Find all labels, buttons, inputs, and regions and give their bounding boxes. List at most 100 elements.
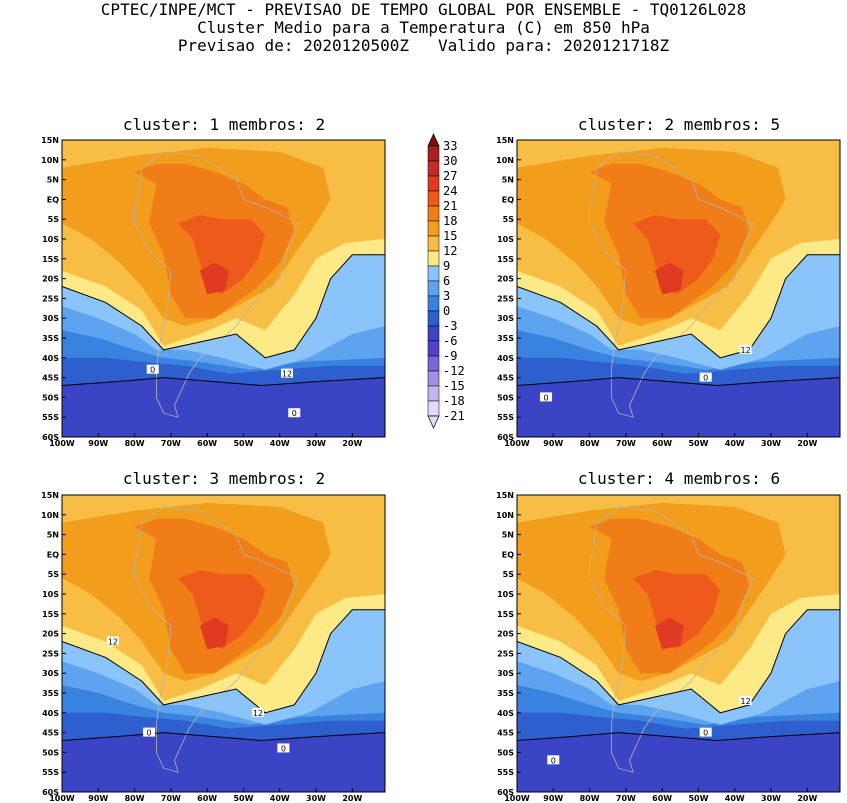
- y-tick-label: 15S: [497, 255, 514, 264]
- contour-label-bg: [106, 636, 119, 646]
- y-tick-label: 30S: [497, 669, 514, 678]
- colorbar-segment: [427, 265, 440, 282]
- y-tick-label: 15N: [496, 491, 514, 500]
- y-tick-label: 30S: [42, 314, 59, 323]
- contour-label: 0: [543, 393, 548, 402]
- contour-label: 0: [703, 729, 708, 738]
- y-tick-label: 45S: [42, 374, 59, 383]
- colorbar-label: -3: [443, 319, 457, 333]
- x-tick-label: 80W: [125, 439, 145, 448]
- y-tick-label: 30S: [497, 314, 514, 323]
- cluster-panel-2: 12 0 0 cluster: 2 membros: 5 15N 10N 5N EQ 5S 10S…: [496, 115, 841, 448]
- x-tick-label: 90W: [543, 439, 563, 448]
- contour-label: 12: [108, 638, 118, 647]
- y-tick-label: 40S: [42, 709, 59, 718]
- y-tick-label: 35S: [497, 689, 514, 698]
- y-tick-label: 40S: [42, 354, 59, 363]
- contour-label: 12: [282, 370, 292, 379]
- colorbar-segment: [427, 175, 440, 192]
- x-tick-label: 50W: [233, 794, 253, 803]
- x-tick-label: 100W: [504, 439, 530, 448]
- isotherm-12: [517, 254, 840, 359]
- y-tick-label: 30S: [42, 669, 59, 678]
- filled-contours: [517, 140, 840, 437]
- y-tick-label: EQ: [502, 550, 514, 559]
- y-tick-label: 15S: [497, 610, 514, 619]
- y-tick-label: 25S: [497, 649, 514, 658]
- colorbar-segment: [427, 310, 440, 327]
- x-tick-label: 30W: [306, 794, 326, 803]
- temp-band-9: [178, 215, 266, 295]
- y-tick-label: 35S: [42, 689, 59, 698]
- panel-frame: [61, 494, 386, 793]
- colorbar-label: -12: [443, 364, 465, 378]
- x-tick-label: 80W: [580, 794, 600, 803]
- colorbar-label: 6: [443, 274, 450, 288]
- panel-title: cluster: 2 membros: 5: [578, 115, 780, 134]
- x-tick-label: 30W: [306, 439, 326, 448]
- contour-label-bg: [739, 344, 752, 354]
- y-tick-label: 5S: [503, 215, 515, 224]
- y-tick-label: 45S: [42, 729, 59, 738]
- y-tick-label: 50S: [42, 748, 59, 757]
- x-tick-label: 60W: [652, 794, 672, 803]
- y-tick-label: 20S: [497, 275, 514, 284]
- x-tick-label: 50W: [688, 439, 708, 448]
- figure-title-line2: Cluster Medio para a Temperatura (C) em …: [197, 18, 650, 37]
- contour-label-bg: [143, 727, 156, 737]
- colorbar-label: 9: [443, 259, 450, 273]
- x-tick-label: 60W: [197, 794, 217, 803]
- temp-band-10: [654, 262, 684, 295]
- contour-label-bg: [281, 368, 294, 378]
- y-tick-label: 10S: [42, 235, 59, 244]
- y-tick-label: 10S: [497, 590, 514, 599]
- x-tick-label: 50W: [688, 794, 708, 803]
- colorbar-segment: [427, 280, 440, 297]
- y-tick-label: 45S: [497, 374, 514, 383]
- colorbar-label: 30: [443, 154, 457, 168]
- temp-band-10: [654, 617, 684, 650]
- colorbar-segment: [427, 370, 440, 387]
- colorbar-label: 18: [443, 214, 457, 228]
- y-tick-label: 55S: [42, 413, 59, 422]
- colorbar-segment: [427, 355, 440, 372]
- y-tick-label: 10N: [41, 511, 59, 520]
- y-tick-label: 5S: [48, 570, 60, 579]
- x-tick-label: 40W: [725, 794, 745, 803]
- y-tick-label: 10S: [497, 235, 514, 244]
- y-tick-label: 60S: [42, 788, 59, 797]
- y-tick-label: 15N: [41, 491, 59, 500]
- colorbar-label: 12: [443, 244, 457, 258]
- isotherm-0: [62, 732, 385, 742]
- isotherm-12: [62, 609, 385, 714]
- y-tick-label: 55S: [497, 413, 514, 422]
- y-tick-label: 40S: [497, 354, 514, 363]
- y-tick-label: 15N: [496, 136, 514, 145]
- y-tick-label: 10N: [496, 511, 514, 520]
- y-tick-label: 55S: [497, 768, 514, 777]
- contour-label: 0: [147, 729, 152, 738]
- y-tick-label: 45S: [497, 729, 514, 738]
- y-tick-label: EQ: [502, 195, 514, 204]
- y-tick-label: 50S: [497, 748, 514, 757]
- y-tick-label: 50S: [497, 393, 514, 402]
- colorbar-label: -15: [443, 379, 465, 393]
- colorbar-segment: [427, 400, 440, 417]
- x-tick-label: 50W: [233, 439, 253, 448]
- panel-title: cluster: 1 membros: 2: [123, 115, 325, 134]
- colorbar-min-arrow: [427, 415, 440, 429]
- temp-band-9: [633, 570, 721, 650]
- y-tick-label: 60S: [497, 788, 514, 797]
- panel-frame: [516, 494, 841, 793]
- temp-band-10: [199, 617, 229, 650]
- x-tick-label: 20W: [342, 439, 362, 448]
- contour-label-bg: [251, 707, 264, 717]
- colorbar-segment: [427, 325, 440, 342]
- coastline: [589, 506, 754, 773]
- temp-band-9: [178, 570, 266, 650]
- colorbar-label: -21: [443, 409, 465, 423]
- colorbar-segment: [427, 250, 440, 267]
- colorbar-segment: [427, 340, 440, 357]
